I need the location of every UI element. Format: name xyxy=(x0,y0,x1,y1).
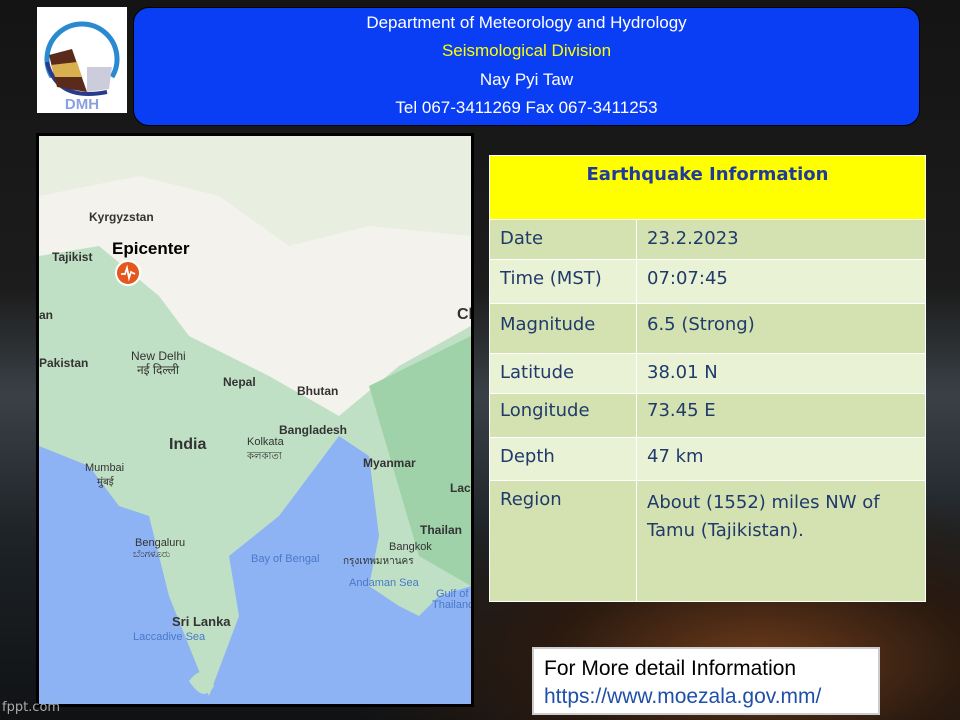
row-value: 47 km xyxy=(636,437,926,481)
sea-label: Andaman Sea xyxy=(349,577,419,589)
row-label: Time (MST) xyxy=(489,259,637,304)
map-label: Bengaluru xyxy=(135,537,186,549)
row-label: Magnitude xyxy=(489,303,637,354)
map-label: Pakistan xyxy=(39,356,89,370)
map-label: Bangladesh xyxy=(279,423,348,437)
sea-label: Gulf of xyxy=(436,588,469,600)
map-label: กรุงเทพมหานคร xyxy=(343,556,414,567)
more-info-box: For More detail Information https://www.… xyxy=(532,647,880,715)
department-name: Department of Meteorology and Hydrology xyxy=(366,13,687,32)
more-info-text: For More detail Information xyxy=(544,657,797,680)
map-label: Myanmar xyxy=(363,456,416,470)
contact-info: Tel 067-3411269 Fax 067-3411253 xyxy=(395,98,658,117)
dmh-logo: DMH xyxy=(37,7,127,113)
sea-label: Laccadive Sea xyxy=(133,631,206,643)
map-label: Kolkata xyxy=(247,436,284,448)
map-label: an xyxy=(39,308,54,322)
row-value: 07:07:45 xyxy=(636,259,926,304)
row-value: 38.01 N xyxy=(636,353,926,394)
map-label: नई दिल्ली xyxy=(137,363,180,377)
watermark: fppt.com xyxy=(2,700,61,715)
logo-text: DMH xyxy=(65,96,99,113)
sea-label: Thailand xyxy=(432,599,471,611)
map-label: Sri Lanka xyxy=(172,614,231,629)
epicenter-marker-icon[interactable] xyxy=(115,260,141,286)
header-banner: Department of Meteorology and Hydrology … xyxy=(133,7,920,126)
division-name: Seismological Division xyxy=(441,41,612,60)
map-terrain xyxy=(39,136,471,704)
row-value: 23.2.2023 xyxy=(636,219,926,260)
map-label: কলকাতা xyxy=(247,451,282,462)
city: Nay Pyi Taw xyxy=(479,70,574,89)
map-label: Nepal xyxy=(223,375,256,389)
row-value: About (1552) miles NW of Tamu (Tajikista… xyxy=(636,480,926,602)
row-value: 6.5 (Strong) xyxy=(636,303,926,354)
map-label: Thailan xyxy=(420,523,463,537)
map-label: ಬೆಂಗಳೂರು xyxy=(133,549,171,560)
map-label: Mumbai xyxy=(85,462,125,474)
row-label: Longitude xyxy=(489,393,637,438)
map-label: Kyrgyzstan xyxy=(89,210,154,224)
map-label: India xyxy=(169,436,207,453)
row-label: Region xyxy=(489,480,637,602)
website-link[interactable]: https://www.moezala.gov.mm/ xyxy=(544,685,822,708)
map-label: मुंबई xyxy=(97,477,114,488)
row-label: Date xyxy=(489,219,637,260)
table-title: Earthquake Information xyxy=(489,155,926,220)
map-label: Lac xyxy=(450,481,471,495)
map-label: New Delhi xyxy=(131,349,186,363)
map-label: Ch xyxy=(457,306,471,323)
sea-label: Bay of Bengal xyxy=(251,553,320,565)
map-label: Bhutan xyxy=(297,384,339,398)
map-label: Tajikist xyxy=(52,250,93,264)
row-label: Depth xyxy=(489,437,637,481)
row-value: 73.45 E xyxy=(636,393,926,438)
epicenter-label: Epicenter xyxy=(112,239,190,258)
map-label: Bangkok xyxy=(389,541,432,553)
earthquake-info-table: Earthquake Information Date 23.2.2023 Tim… xyxy=(489,155,926,602)
row-label: Latitude xyxy=(489,353,637,394)
epicenter-map: Kyrgyzstan Tajikist an Pakistan New Delh… xyxy=(36,133,474,707)
